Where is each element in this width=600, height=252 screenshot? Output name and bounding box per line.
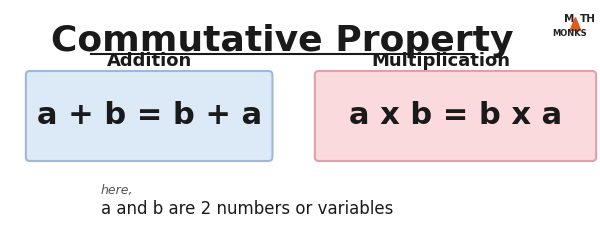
FancyBboxPatch shape: [315, 71, 596, 161]
Polygon shape: [570, 17, 581, 30]
Text: a x b = b x a: a x b = b x a: [349, 101, 562, 130]
Text: Commutative Property: Commutative Property: [51, 24, 514, 58]
Text: a and b are 2 numbers or variables: a and b are 2 numbers or variables: [101, 200, 394, 218]
Text: MONKS: MONKS: [553, 29, 587, 39]
Text: M: M: [565, 14, 575, 24]
FancyBboxPatch shape: [26, 71, 272, 161]
Text: a + b = b + a: a + b = b + a: [37, 101, 262, 130]
Text: here,: here,: [101, 184, 133, 197]
Text: Multiplication: Multiplication: [371, 52, 511, 70]
Text: Addition: Addition: [107, 52, 192, 70]
Text: TH: TH: [580, 14, 596, 24]
